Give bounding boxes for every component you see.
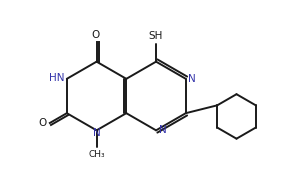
- Text: SH: SH: [149, 31, 163, 41]
- Text: O: O: [91, 30, 99, 40]
- Text: CH₃: CH₃: [88, 150, 105, 159]
- Text: N: N: [159, 125, 166, 135]
- Text: N: N: [93, 128, 101, 138]
- Text: N: N: [188, 74, 196, 84]
- Text: HN: HN: [49, 73, 64, 83]
- Text: O: O: [38, 118, 47, 128]
